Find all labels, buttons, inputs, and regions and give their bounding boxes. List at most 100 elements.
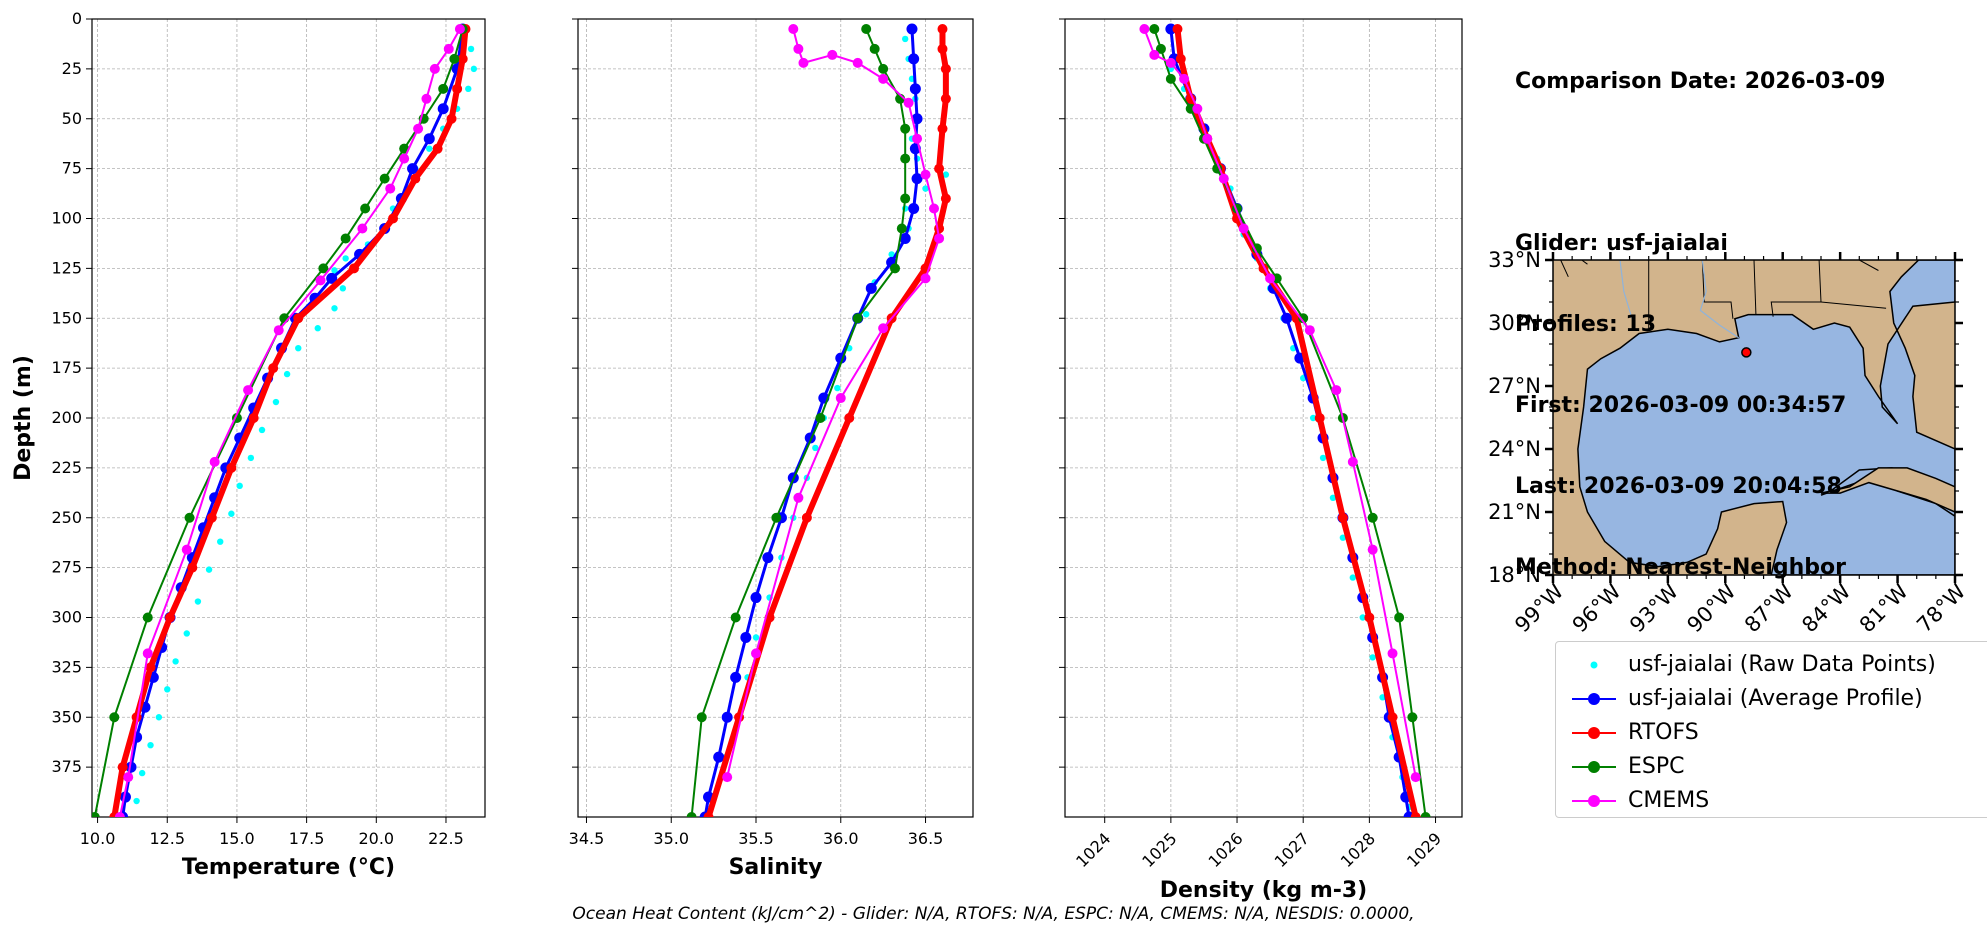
- y-tick-label: 25: [62, 59, 82, 78]
- y-tick-label: 150: [51, 308, 82, 327]
- series-cmems-point: [793, 43, 804, 54]
- series-rtofs-point: [226, 462, 237, 473]
- legend-label-cmems: CMEMS: [1628, 788, 1710, 813]
- y-tick-label: 225: [51, 458, 82, 477]
- series-usf-jaialai-average-profile-line: [1169, 28, 1411, 817]
- axes-frame: [577, 18, 974, 818]
- series-espc-point: [771, 512, 782, 523]
- series-cmems-point: [429, 63, 440, 74]
- series-cmems-point: [1218, 173, 1229, 184]
- series-cmems-point: [421, 93, 432, 104]
- series-usf-jaialai-raw-data-points-point: [228, 510, 235, 517]
- series-usf-jaialai-average-profile-line: [121, 28, 465, 817]
- series-usf-jaialai-raw-data-points-point: [236, 482, 243, 490]
- glider-name: Glider: usf-jaialai: [1515, 231, 1728, 256]
- x-tick-label: 15.0: [219, 829, 255, 848]
- y-tick-label: 300: [51, 608, 82, 627]
- series-espc-point: [815, 413, 826, 423]
- x-axis-label: Salinity: [729, 855, 823, 880]
- series-rtofs-point: [1175, 53, 1186, 64]
- y-tick-label: 50: [62, 109, 82, 128]
- series-usf-jaialai-raw-data-points-point: [426, 145, 433, 152]
- series-cmems-point: [878, 73, 889, 84]
- series-cmems-point: [315, 275, 326, 286]
- series-espc-point: [1165, 73, 1176, 84]
- series-cmems-point: [1331, 385, 1342, 396]
- map-lat-label: 30°N: [1488, 311, 1541, 335]
- series-espc-point: [730, 612, 741, 623]
- series-cmems-point: [1149, 49, 1160, 60]
- legend-marker-cmems: [1572, 795, 1616, 807]
- series-espc-point: [1407, 712, 1418, 723]
- series-espc-point: [861, 23, 872, 34]
- legend-item-rtofs: RTOFS: [1556, 716, 1987, 750]
- series-cmems-point: [273, 325, 284, 336]
- series-espc-point: [896, 223, 907, 234]
- series-usf-jaialai-raw-data-points-point: [133, 797, 140, 805]
- series-cmems-point: [852, 57, 863, 68]
- map-lat-label: 24°N: [1488, 437, 1541, 461]
- series-espc-point: [184, 512, 195, 523]
- series-usf-jaialai-raw-data-points-point: [342, 255, 349, 262]
- legend-label-average: usf-jaialai (Average Profile): [1628, 686, 1923, 711]
- series-cmems-point: [1202, 133, 1213, 144]
- series-espc-point: [438, 83, 449, 94]
- map-border: [1753, 260, 1757, 315]
- map-border: [1820, 301, 1887, 309]
- series-cmems-point: [920, 169, 931, 180]
- series-cmems-point: [1387, 648, 1398, 659]
- series-usf-jaialai-raw-data-points-point: [467, 45, 475, 53]
- series-rtofs-point: [457, 53, 468, 64]
- series-usf-jaialai-raw-data-points-point: [272, 398, 280, 406]
- series-usf-jaialai-raw-data-points-point: [1359, 614, 1366, 621]
- series-cmems-line: [1143, 28, 1417, 778]
- series-usf-jaialai-raw-data-points-point: [1319, 454, 1327, 462]
- series-usf-jaialai-raw-data-points-point: [331, 305, 338, 312]
- series-rtofs-point: [268, 363, 279, 374]
- series-espc-point: [449, 53, 460, 64]
- legend-item-espc: ESPC: [1556, 750, 1987, 784]
- series-cmems-line: [726, 28, 941, 778]
- series-rtofs-point: [940, 93, 951, 104]
- series-espc-point: [1367, 512, 1378, 523]
- legend-item-raw: usf-jaialai (Raw Data Points): [1556, 648, 1987, 682]
- series-espc-point: [878, 63, 889, 74]
- series-usf-jaialai-raw-data-points-point: [183, 630, 190, 637]
- legend-marker-espc: [1572, 761, 1616, 773]
- series-cmems-point: [903, 97, 914, 108]
- series-espc-point: [686, 812, 697, 817]
- x-tick-label: 1028: [1337, 829, 1379, 871]
- series-usf-jaialai-average-profile-point: [911, 173, 923, 185]
- last-time: Last: 2026-03-09 20:04:58: [1515, 474, 1842, 499]
- series-cmems-point: [209, 456, 220, 467]
- series-usf-jaialai-average-profile-point: [1281, 312, 1293, 324]
- series-cmems-point: [357, 223, 368, 234]
- map-border: [1859, 260, 1879, 271]
- x-tick-label: 1026: [1204, 829, 1246, 871]
- y-axis-label: Depth (m): [11, 355, 36, 481]
- profile-count: Profiles: 13: [1515, 312, 1657, 337]
- series-usf-jaialai-raw-data-points-point: [247, 454, 255, 462]
- series-rtofs-point: [1387, 712, 1398, 723]
- series-espc-point: [1394, 612, 1405, 623]
- legend-item-average: usf-jaialai (Average Profile): [1556, 682, 1987, 716]
- map-lat-label: 21°N: [1488, 500, 1541, 524]
- series-espc-point: [318, 263, 329, 274]
- series-cmems-point: [114, 812, 125, 817]
- series-cmems-point: [243, 385, 254, 396]
- series-usf-jaialai-raw-data-points-point: [314, 325, 321, 332]
- series-usf-jaialai-raw-data-points-point: [1339, 534, 1347, 541]
- series-rtofs-point: [145, 662, 156, 673]
- x-tick-label: 20.0: [358, 829, 394, 848]
- legend-item-cmems: CMEMS: [1556, 784, 1987, 818]
- series-cmems-point: [878, 323, 889, 334]
- x-tick-label: 36.0: [823, 829, 859, 848]
- series-usf-jaialai-raw-data-points-point: [834, 384, 841, 392]
- series-rtofs-point: [934, 223, 945, 234]
- series-usf-jaialai-average-profile-point: [909, 83, 921, 95]
- series-usf-jaialai-average-profile-point: [908, 53, 920, 65]
- series-usf-jaialai-raw-data-points-point: [331, 267, 338, 274]
- x-tick-label: 35.5: [738, 829, 774, 848]
- series-cmems-point: [181, 544, 192, 555]
